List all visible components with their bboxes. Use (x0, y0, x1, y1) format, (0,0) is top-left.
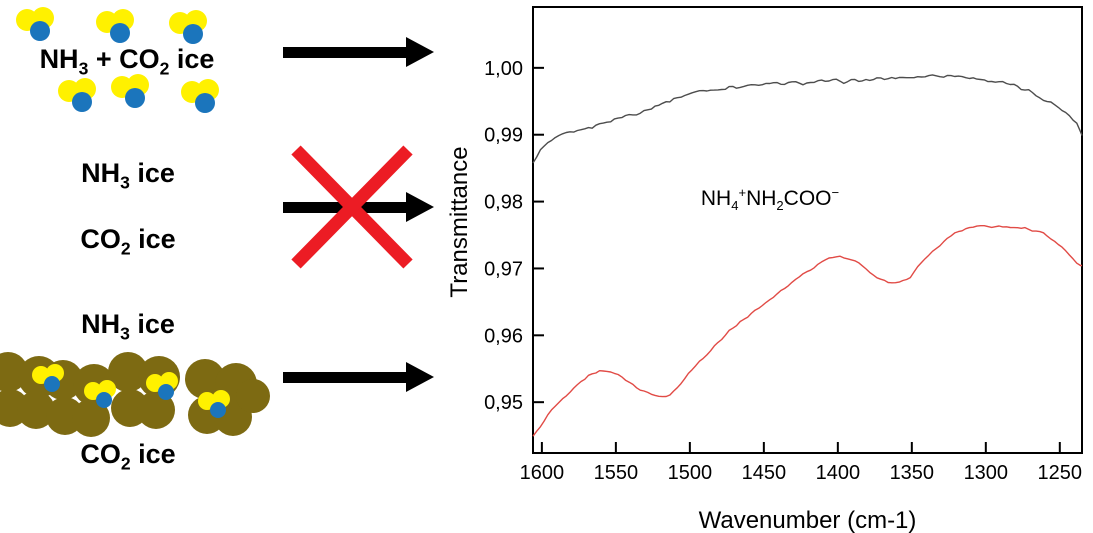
x-tick-label: 1550 (594, 462, 639, 484)
x-tick-label: 1500 (668, 462, 713, 484)
layered-ice-spectrum-line (532, 224, 1082, 437)
arrow-head-icon (406, 37, 434, 67)
y-tick-label: 1,00 (484, 58, 523, 80)
carbamate-annotation: NH4+NH2COO− (700, 185, 840, 214)
x-tick-label: 1350 (890, 462, 935, 484)
y-tick-label: 0,95 (484, 392, 523, 414)
nh3-ice-layer-separated: NH3 ice (3, 140, 253, 206)
reaction-arrow-top (283, 37, 435, 67)
co2-ice-layer-separated: CO2 ice (3, 206, 253, 272)
mixed-ice-panel: NH3 + CO2 ice (3, 3, 251, 116)
nh3-ice-layer-interface: NH3 ice (3, 292, 253, 356)
x-tick-label: 1300 (964, 462, 1009, 484)
co2-ice-label-separated: CO2 ice (80, 223, 176, 258)
y-tick-label: 0,96 (484, 325, 523, 347)
co2-ice-layer-interface: CO2 ice (3, 425, 253, 484)
x-tick-label: 1250 (1038, 462, 1083, 484)
y-axis-title: Transmittance (446, 146, 473, 297)
reaction-arrow-bottom (283, 362, 435, 392)
arrow-shaft (283, 372, 407, 383)
mixed-ice-label: NH3 + CO2 ice (39, 44, 215, 79)
no-reaction-cross-icon (291, 145, 413, 269)
nh3-ice-label-interface: NH3 ice (81, 308, 175, 343)
y-tick-label: 0,99 (484, 125, 523, 147)
arrow-shaft (283, 47, 407, 58)
arrow-head-icon (406, 362, 434, 392)
mixed-ice-spectrum-line (532, 74, 1083, 164)
plot-frame (532, 6, 1083, 454)
x-tick-label: 1400 (816, 462, 861, 484)
nh3-ice-label-separated: NH3 ice (81, 157, 175, 192)
y-tick-label: 0,98 (484, 192, 523, 214)
x-axis-title: Wavenumber (cm-1) (699, 507, 917, 533)
co2-ice-label-interface: CO2 ice (80, 439, 176, 474)
arrow-head-icon (406, 192, 434, 222)
y-tick-label: 0,97 (484, 258, 523, 280)
x-tick-label: 1600 (520, 462, 565, 484)
x-tick-label: 1450 (742, 462, 787, 484)
